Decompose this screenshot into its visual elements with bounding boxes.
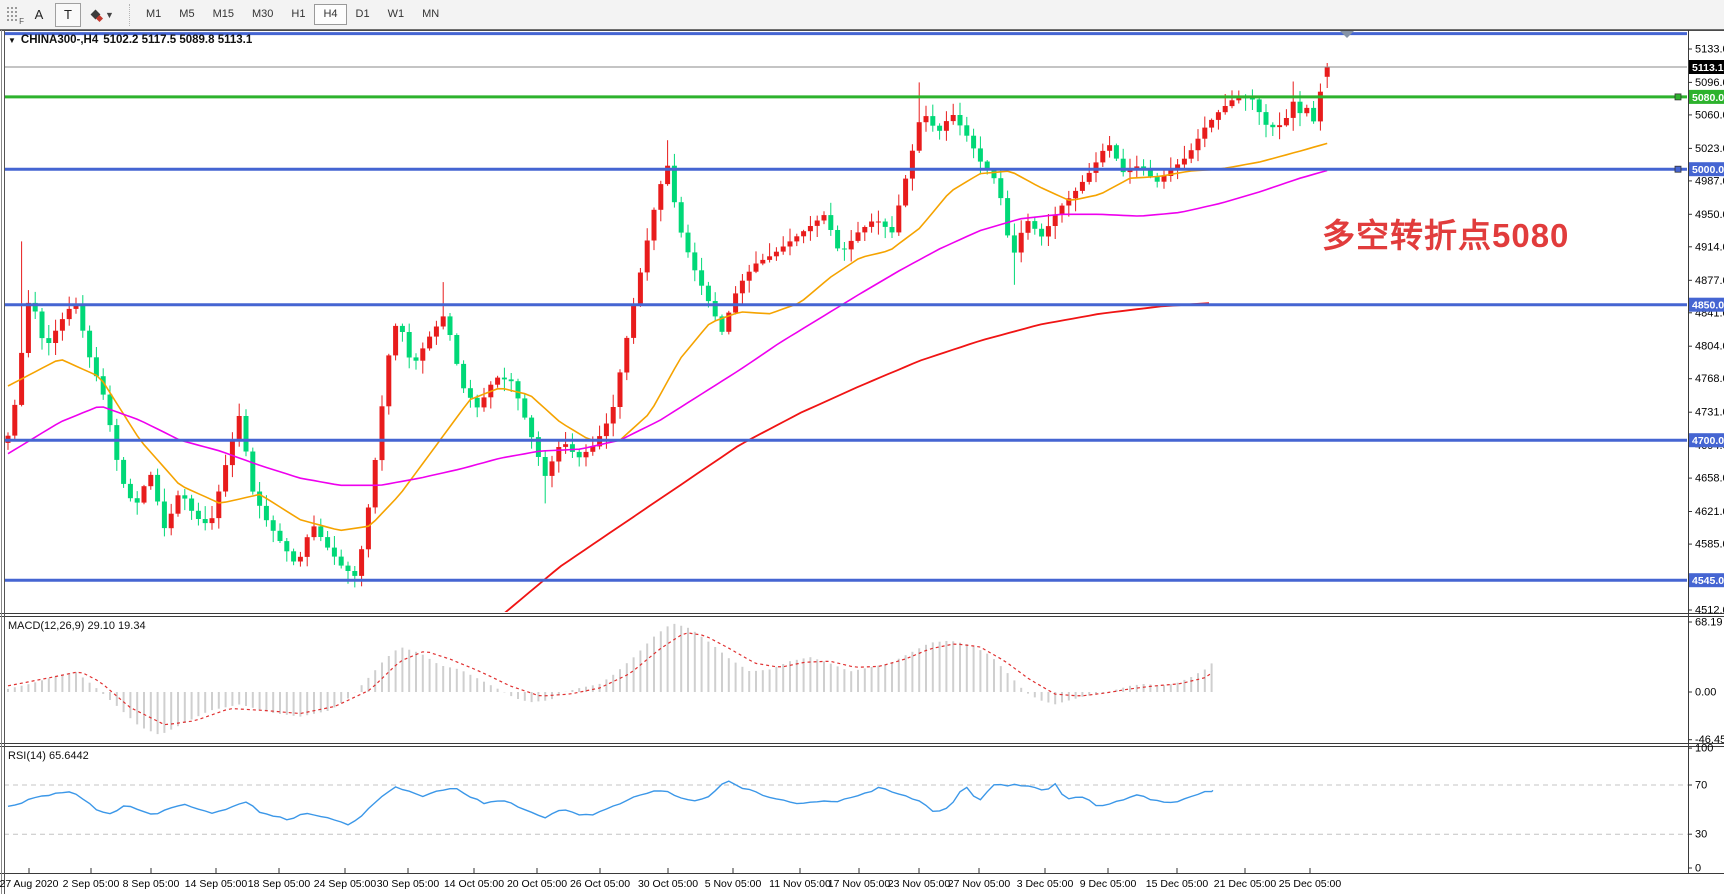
price-label: 4950.0: [1695, 209, 1724, 221]
time-scale[interactable]: 27 Aug 2020 2 Sep 05:00 8 Sep 05:00 14 Sep …: [0, 868, 1341, 890]
dots-grid-icon: [7, 6, 9, 9]
time-label: 21 Dec 05:00: [1214, 878, 1277, 890]
time-label: 26 Oct 05:00: [570, 878, 630, 890]
rsi-scale-label: 70: [1695, 780, 1707, 792]
time-label: 2 Sep 05:00: [63, 878, 120, 890]
time-label: 20 Oct 05:00: [507, 878, 567, 890]
price-label: 4914.0: [1695, 241, 1724, 253]
svg-text:4850.0: 4850.0: [1692, 300, 1724, 312]
price-label: 5096.0: [1695, 77, 1724, 89]
ohlc-values: 5102.2 5117.5 5089.8 5113.1: [103, 34, 253, 46]
time-label: 14 Oct 05:00: [444, 878, 504, 890]
timeframe-button-w1[interactable]: W1: [387, 8, 405, 20]
macd-scale-label: -46.45: [1695, 734, 1724, 746]
time-label: 15 Dec 05:00: [1146, 878, 1209, 890]
time-label: 25 Dec 05:00: [1279, 878, 1342, 890]
svg-text:4700.0: 4700.0: [1692, 435, 1724, 447]
timeframe-button-m5[interactable]: M5: [179, 8, 195, 20]
rsi-line: [7, 780, 1214, 826]
time-label: 3 Dec 05:00: [1017, 878, 1074, 890]
svg-text:5113.1: 5113.1: [1692, 62, 1724, 74]
macd-scale-label: 68.19: [1695, 617, 1723, 629]
time-label: 17 Nov 05:00: [828, 878, 891, 890]
svg-text:5000.0: 5000.0: [1692, 164, 1724, 176]
price-label: 4658.0: [1695, 473, 1724, 485]
toolbar-f-label: F: [19, 16, 24, 26]
time-label: 18 Sep 05:00: [248, 878, 311, 890]
timeframe-toolbar: M1 M5 M15 M30 H1 H4 D1 W1 MN: [137, 4, 448, 25]
price-scale[interactable]: 5133.0 5096.0 5060.0 5023.0 4987.0 4950.0 4914…: [1688, 44, 1724, 617]
objects-tool-button[interactable]: ▼: [85, 3, 121, 27]
chart-annotation-text: 多空转折点5080: [1322, 217, 1570, 254]
price-label: 4768.0: [1695, 373, 1724, 385]
time-label: 9 Dec 05:00: [1080, 878, 1137, 890]
time-label: 24 Sep 05:00: [314, 878, 377, 890]
price-badge: [1689, 573, 1724, 588]
time-label: 23 Nov 05:00: [888, 878, 951, 890]
price-label: 4804.0: [1695, 341, 1724, 353]
timeframe-button-d1[interactable]: D1: [355, 8, 370, 20]
chart-shift-marker-icon[interactable]: [1340, 31, 1354, 38]
ma-orange-line: [7, 142, 1328, 532]
time-label: 11 Nov 05:00: [769, 878, 831, 890]
toolbar: F A T ▼ M1 M5 M15 M30 H1 H4 D1 W1 MN: [0, 0, 1724, 30]
font-tool-button[interactable]: A: [34, 7, 44, 22]
timeframe-button-h1[interactable]: H1: [291, 8, 306, 20]
time-label: 30 Sep 05:00: [377, 878, 440, 890]
price-badge: [1689, 60, 1724, 74]
time-label: 5 Nov 05:00: [705, 878, 762, 890]
price-label: 4877.0: [1695, 275, 1724, 287]
price-badge: [1689, 89, 1724, 104]
timeframe-button-m15[interactable]: M15: [212, 8, 234, 20]
ma-magenta-line: [7, 169, 1328, 487]
chart-background: [0, 30, 1724, 894]
macd-indicator-label: MACD(12,26,9) 29.10 19.34: [8, 620, 146, 632]
hline-handle-5000[interactable]: [1674, 165, 1682, 173]
macd-signal-line: [7, 632, 1212, 726]
symbol-dropdown-icon[interactable]: ▼: [8, 35, 16, 45]
svg-text:4545.0: 4545.0: [1692, 575, 1724, 587]
macd-scale-label: 0.00: [1695, 687, 1716, 699]
rsi-scale-label: 0: [1695, 863, 1701, 875]
rsi-indicator-label: RSI(14) 65.6442: [8, 750, 89, 762]
price-label: 5023.0: [1695, 143, 1724, 155]
price-label: 4512.0: [1695, 605, 1724, 617]
price-label: 5133.0: [1695, 44, 1724, 56]
timeframe-button-h4[interactable]: H4: [314, 4, 347, 25]
timeframe-button-mn[interactable]: MN: [422, 8, 440, 20]
price-badge: [1689, 297, 1724, 312]
ma-red-line: [504, 302, 1210, 612]
toolbar-separator: [129, 3, 133, 26]
hline-handle-5080[interactable]: [1674, 93, 1682, 101]
macd-histogram: [7, 623, 1213, 735]
price-label: 4987.0: [1695, 175, 1724, 187]
timeframe-button-m1[interactable]: M1: [146, 8, 162, 20]
time-label: 30 Oct 05:00: [638, 878, 698, 890]
time-label: 14 Sep 05:00: [185, 878, 248, 890]
text-tool-button[interactable]: T: [55, 2, 81, 27]
candlestick-series: [5, 63, 1330, 588]
toolbar-drag-handle[interactable]: F: [3, 4, 25, 26]
rsi-scale-label: 30: [1695, 829, 1707, 841]
symbol-period-label: CHINA300-,H4: [20, 34, 99, 46]
time-label: 8 Sep 05:00: [123, 878, 180, 890]
rsi-scale-label: 100: [1695, 743, 1713, 755]
price-badge: [1689, 433, 1724, 448]
svg-text:5080.0: 5080.0: [1692, 92, 1724, 104]
timeframe-button-m30[interactable]: M30: [251, 8, 274, 20]
price-label: 4621.0: [1695, 506, 1724, 518]
price-label: 5060.0: [1695, 109, 1724, 121]
chart-ohlc-title: ▼ CHINA300-,H4 5102.2 5117.5 5089.8 5113…: [8, 34, 252, 46]
time-label: 27 Aug 2020: [0, 878, 59, 890]
time-label: 27 Nov 05:00: [948, 878, 1011, 890]
chevron-down-icon: ▼: [105, 9, 114, 20]
price-badge: [1689, 162, 1724, 177]
diamonds-icon: [90, 8, 104, 23]
price-label: 4585.0: [1695, 539, 1724, 551]
price-label: 4731.0: [1695, 407, 1724, 419]
